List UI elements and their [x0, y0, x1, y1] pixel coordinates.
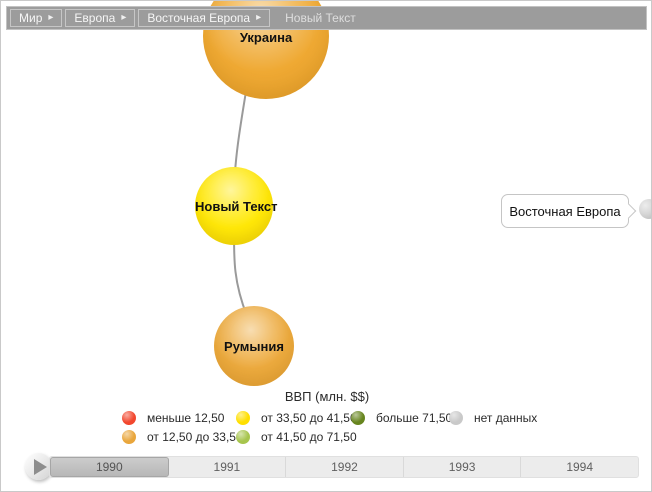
breadcrumb-item-label: Восточная Европа [147, 11, 251, 25]
region-callout-label: Восточная Европа [509, 203, 621, 219]
legend-item: от 12,50 до 33,50 [122, 430, 243, 444]
bubble-new-text[interactable]: Новый Текст [195, 167, 278, 245]
legend-item-label: больше 71,50 [376, 411, 453, 425]
play-icon [34, 458, 47, 475]
region-callout[interactable]: Восточная Европа [501, 194, 637, 228]
legend-dot-orange [122, 430, 136, 444]
bubble-eastern-europe-node[interactable] [639, 199, 651, 219]
breadcrumb-item-eastern-europe[interactable]: Восточная Европа ▸ [138, 9, 271, 27]
timeline-year-1990[interactable]: 1990 [50, 457, 169, 477]
legend-item: больше 71,50 [351, 411, 452, 425]
breadcrumb-item-label: Мир [19, 11, 43, 25]
legend-item: нет данных [449, 411, 537, 425]
legend-title: ВВП (млн. $$) [284, 389, 370, 404]
bubble-new-text-label: Новый Текст [195, 199, 278, 214]
legend-item-label: от 33,50 до 41,50 [261, 411, 357, 425]
legend-dot-red [122, 411, 136, 425]
legend-dot-light-green [236, 430, 250, 444]
legend-dot-yellow [236, 411, 250, 425]
bubble-romania-label: Румыния [224, 339, 284, 354]
legend-item: меньше 12,50 [122, 411, 224, 425]
bubble-ukraine-label: Украина [239, 30, 293, 45]
chevron-right-icon: ▸ [256, 12, 262, 23]
timeline-year-1993[interactable]: 1993 [404, 457, 522, 477]
chevron-right-icon: ▸ [121, 12, 127, 23]
breadcrumb-item-current: Новый Текст [273, 9, 368, 27]
legend-item-label: от 12,50 до 33,50 [147, 430, 243, 444]
legend-item-label: нет данных [474, 411, 538, 425]
breadcrumb: Мир ▸ Европа ▸ Восточная Европа ▸ Новый … [6, 6, 647, 30]
legend-item: от 41,50 до 71,50 [236, 430, 357, 444]
timeline-year-1991[interactable]: 1991 [169, 457, 287, 477]
legend-dot-gray [449, 411, 463, 425]
legend-item: от 33,50 до 41,50 [236, 411, 357, 425]
legend-item-label: меньше 12,50 [147, 411, 225, 425]
timeline-year-1992[interactable]: 1992 [286, 457, 404, 477]
chevron-right-icon: ▸ [48, 12, 54, 23]
timeline-year-1994[interactable]: 1994 [566, 460, 594, 474]
breadcrumb-item-world[interactable]: Мир ▸ [10, 9, 63, 27]
breadcrumb-item-label: Новый Текст [285, 11, 356, 25]
legend-item-label: от 41,50 до 71,50 [261, 430, 357, 444]
play-button[interactable] [25, 453, 52, 480]
timeline: 1990 1991 1992 1993 1994 [49, 456, 639, 478]
legend-dot-dark-green [351, 411, 365, 425]
bubble-romania[interactable]: Румыния [214, 306, 294, 386]
breadcrumb-item-label: Европа [74, 11, 116, 25]
breadcrumb-item-europe[interactable]: Европа ▸ [65, 9, 136, 27]
